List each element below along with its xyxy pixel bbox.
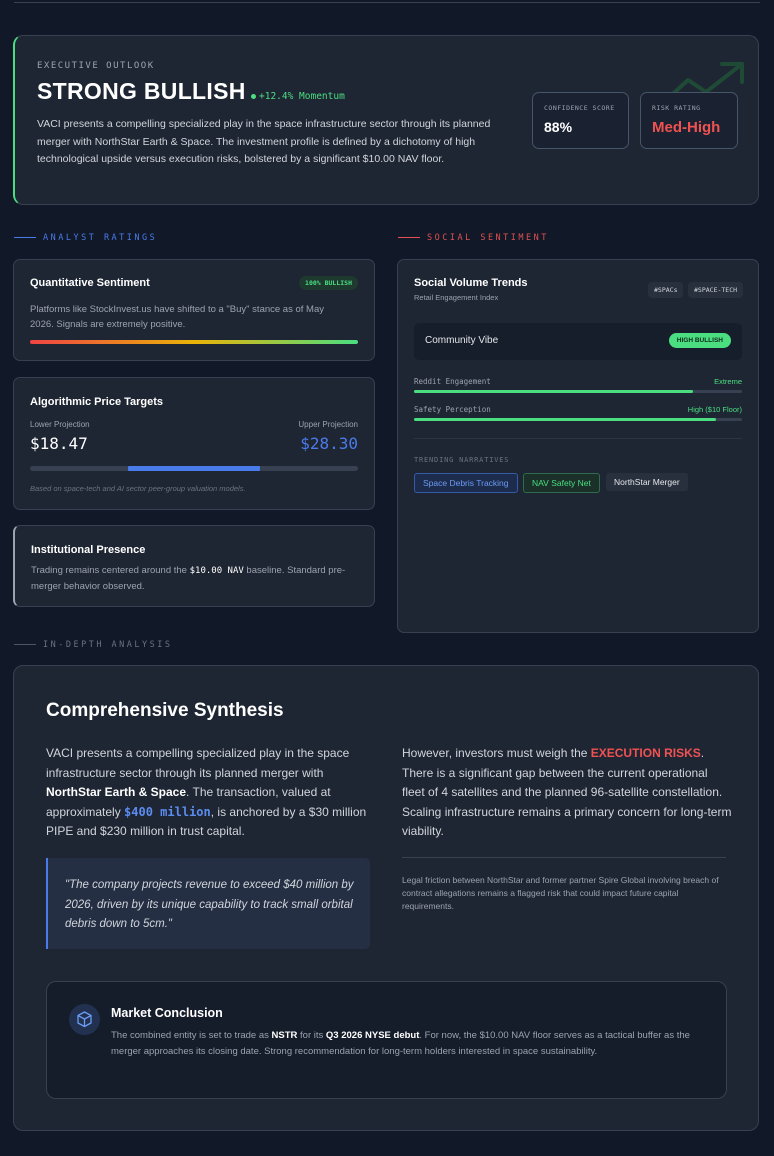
- tag-space-tech[interactable]: #SPACE-TECH: [688, 282, 744, 298]
- left-text-c: . The transaction, valued at approximate…: [46, 785, 331, 819]
- revenue-quote: "The company projects revenue to exceed …: [46, 858, 370, 949]
- reddit-engagement-track: [414, 390, 742, 393]
- cube-icon: [69, 1004, 100, 1035]
- narratives-label: TRENDING NARRATIVES: [414, 456, 510, 464]
- risk-value: Med-High: [652, 119, 721, 136]
- legal-divider: [402, 857, 726, 858]
- safety-perception-label: Safety Perception: [414, 405, 491, 414]
- quant-text: Platforms like StockInvest.us have shift…: [30, 304, 324, 330]
- outlook-title: STRONG BULLISH: [37, 78, 246, 104]
- reddit-engagement-label: Reddit Engagement: [414, 377, 491, 386]
- reddit-engagement-value: Extreme: [714, 377, 742, 386]
- section-social-sentiment: SOCIAL SENTIMENT: [398, 233, 549, 243]
- quote-text: "The company projects revenue to exceed …: [65, 879, 354, 930]
- left-text-a: VACI presents a compelling specialized p…: [46, 746, 350, 780]
- section-indepth-label: IN-DEPTH ANALYSIS: [43, 640, 173, 650]
- vibe-pill: HIGH BULLISH: [668, 333, 731, 348]
- confidence-score-card: CONFIDENCE SCORE 88%: [532, 92, 629, 149]
- institutional-text: Trading remains centered around the $10.…: [31, 563, 351, 594]
- momentum-indicator: +12.4% Momentum: [251, 91, 345, 102]
- section-analyst-label: ANALYST RATINGS: [43, 233, 158, 243]
- execution-risks-highlight: EXECUTION RISKS: [590, 746, 701, 760]
- left-text-e: , is anchored by a $30 million PIPE and …: [46, 804, 367, 839]
- sentiment-gradient-bar: [30, 340, 358, 344]
- institutional-text-a: Trading remains centered around the: [31, 565, 190, 576]
- trending-up-icon: [662, 62, 744, 104]
- institutional-nav: $10.00 NAV: [189, 566, 244, 576]
- confidence-value: 88%: [544, 119, 573, 135]
- executive-kicker: EXECUTIVE OUTLOOK: [37, 61, 155, 71]
- quantitative-sentiment-card: Quantitative Sentiment 100% BULLISH Plat…: [13, 259, 375, 361]
- upper-projection-label: Upper Projection: [298, 420, 358, 429]
- quant-title: Quantitative Sentiment: [30, 277, 150, 289]
- safety-perception-value: High ($10 Floor): [687, 405, 742, 414]
- social-subtitle: Retail Engagement Index: [414, 293, 499, 302]
- narrative-space-debris[interactable]: Space Debris Tracking: [414, 473, 518, 493]
- synthesis-right-paragraph: However, investors must weigh the EXECUT…: [402, 744, 732, 842]
- conclusion-title: Market Conclusion: [111, 1006, 223, 1020]
- left-text-valuation: $400 million: [124, 804, 211, 819]
- momentum-value: +12.4% Momentum: [259, 91, 345, 102]
- upper-projection-value: $28.30: [300, 434, 358, 453]
- lower-projection-value: $18.47: [30, 434, 88, 453]
- risk-rating-card: RISK RATING Med-High: [640, 92, 738, 149]
- safety-perception-fill: [414, 418, 716, 421]
- conclusion-text-b: for its: [297, 1030, 326, 1041]
- targets-note: Based on space-tech and AI sector peer-g…: [30, 484, 246, 493]
- reddit-engagement-fill: [414, 390, 693, 393]
- social-title: Social Volume Trends: [414, 277, 528, 289]
- targets-title: Algorithmic Price Targets: [30, 396, 164, 408]
- executive-summary: VACI presents a compelling specialized p…: [37, 118, 491, 165]
- conclusion-debut: Q3 2026 NYSE debut: [325, 1030, 420, 1041]
- left-text-northstar: NorthStar Earth & Space: [46, 785, 187, 799]
- bullish-badge: 100% BULLISH: [299, 276, 358, 290]
- right-text-c: . There is a significant gap between the…: [402, 746, 732, 838]
- social-volume-card: Social Volume Trends Retail Engagement I…: [397, 259, 759, 633]
- price-range-fill: [128, 466, 260, 471]
- community-vibe: Community Vibe HIGH BULLISH: [414, 323, 742, 360]
- conclusion-text-a: The combined entity is set to trade as: [111, 1030, 272, 1041]
- section-social-label: SOCIAL SENTIMENT: [427, 233, 549, 243]
- momentum-dot-icon: [251, 94, 256, 99]
- price-range-track: [30, 466, 358, 471]
- safety-perception-track: [414, 418, 742, 421]
- narrative-northstar[interactable]: NorthStar Merger: [606, 473, 688, 491]
- risk-label: RISK RATING: [652, 104, 701, 112]
- right-text-a: However, investors must weigh the: [402, 746, 591, 760]
- conclusion-ticker: NSTR: [271, 1030, 298, 1041]
- executive-outlook-card: EXECUTIVE OUTLOOK STRONG BULLISH +12.4% …: [13, 35, 759, 205]
- institutional-title: Institutional Presence: [31, 544, 146, 556]
- confidence-label: CONFIDENCE SCORE: [544, 104, 615, 112]
- conclusion-text: The combined entity is set to trade as N…: [111, 1028, 711, 1059]
- legal-note: Legal friction between NorthStar and for…: [402, 875, 719, 911]
- institutional-presence-card: Institutional Presence Trading remains c…: [13, 525, 375, 607]
- market-conclusion-card: Market Conclusion The combined entity is…: [46, 981, 727, 1099]
- section-indepth-analysis: IN-DEPTH ANALYSIS: [14, 640, 173, 650]
- lower-projection-label: Lower Projection: [30, 420, 90, 429]
- vibe-label: Community Vibe: [425, 335, 499, 346]
- conclusion-text-c: . For now, the $10.00 NAV floor serves a…: [111, 1030, 690, 1057]
- narrative-nav-safety[interactable]: NAV Safety Net: [523, 473, 600, 493]
- tag-spacs[interactable]: #SPACs: [648, 282, 684, 298]
- institutional-text-b: baseline. Standard pre-merger behavior o…: [31, 565, 346, 592]
- section-analyst-ratings: ANALYST RATINGS: [14, 233, 157, 243]
- top-divider: [14, 2, 760, 3]
- comprehensive-synthesis-card: Comprehensive Synthesis VACI presents a …: [13, 665, 759, 1131]
- social-divider: [414, 438, 742, 439]
- synthesis-left-paragraph: VACI presents a compelling specialized p…: [46, 744, 376, 842]
- price-targets-card: Algorithmic Price Targets Lower Projecti…: [13, 377, 375, 510]
- synthesis-title: Comprehensive Synthesis: [46, 700, 284, 721]
